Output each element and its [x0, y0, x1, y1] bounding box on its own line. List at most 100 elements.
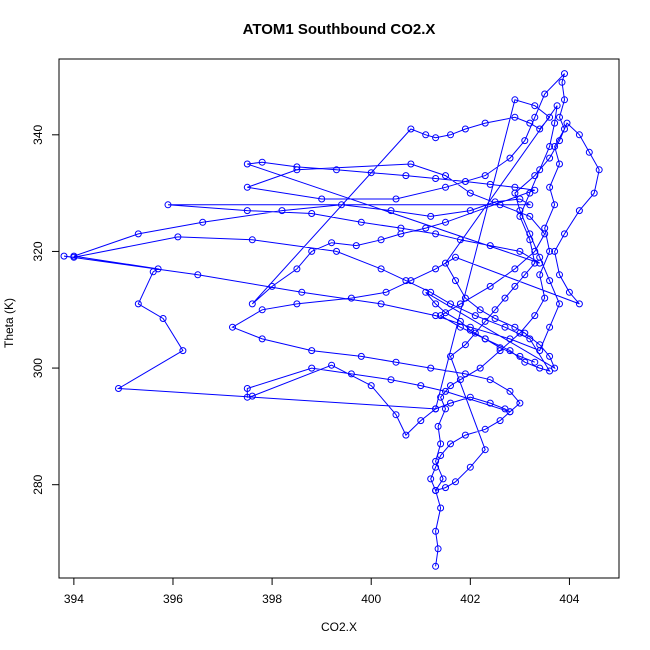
data-point: [452, 277, 459, 285]
data-point: [556, 300, 563, 308]
data-point: [367, 169, 375, 177]
data-point: [258, 158, 266, 166]
data-point: [442, 172, 449, 180]
data-point: [432, 487, 440, 494]
x-tick-label: 400: [361, 592, 381, 606]
data-point: [496, 344, 504, 352]
data-point: [333, 247, 340, 255]
data-point: [407, 160, 415, 168]
data-point: [556, 137, 563, 145]
data-point: [558, 78, 566, 86]
data-point: [461, 178, 469, 185]
data-point: [437, 504, 445, 512]
data-point: [434, 545, 442, 553]
data-point: [248, 300, 256, 308]
data-point: [531, 259, 539, 267]
data-point: [516, 195, 524, 203]
data-point: [531, 247, 539, 255]
data-point: [536, 341, 544, 349]
data-point: [432, 312, 440, 320]
data-point: [486, 180, 494, 188]
data-point: [466, 189, 474, 197]
data-point: [422, 224, 430, 232]
data-point: [481, 172, 489, 180]
data-point: [536, 364, 544, 372]
data-point: [526, 119, 534, 127]
data-point: [432, 265, 440, 273]
data-point: [442, 387, 449, 395]
data-point: [526, 212, 534, 220]
data-point: [278, 207, 286, 215]
data-point: [442, 218, 449, 226]
data-point: [556, 271, 563, 279]
data-point: [516, 399, 524, 407]
data-point: [243, 393, 251, 401]
data-point: [496, 201, 504, 209]
data-point: [521, 137, 529, 145]
data-point: [561, 125, 568, 133]
data-point: [427, 288, 435, 296]
data-point: [318, 195, 326, 203]
data-point: [481, 317, 489, 325]
data-point: [293, 166, 301, 174]
data-point: [551, 201, 559, 209]
data-point: [461, 125, 469, 133]
data-point: [422, 131, 430, 139]
series-line: [63, 73, 600, 567]
data-point: [352, 242, 360, 250]
x-tick-label: 398: [262, 592, 282, 606]
y-tick-label: 300: [31, 358, 45, 378]
data-point: [377, 265, 385, 273]
data-point: [556, 160, 563, 168]
data-point: [387, 207, 395, 215]
data-point: [461, 370, 469, 378]
data-point: [243, 183, 251, 191]
data-point: [506, 387, 514, 395]
data-point: [491, 306, 499, 314]
data-point: [70, 252, 78, 260]
data-point: [243, 207, 251, 215]
data-point: [432, 230, 440, 238]
data-point: [506, 347, 514, 355]
data-point: [432, 463, 440, 471]
data-point: [134, 230, 142, 238]
data-point: [486, 399, 494, 407]
data-point: [115, 385, 122, 392]
data-point: [432, 527, 440, 535]
data-point: [402, 431, 410, 439]
data-point: [357, 218, 365, 226]
data-point: [417, 382, 425, 390]
data-point: [516, 352, 524, 360]
data-point: [456, 300, 464, 308]
data-point: [258, 306, 266, 314]
data-point: [357, 352, 365, 360]
data-point: [531, 172, 539, 180]
y-axis-label: Theta (K): [2, 298, 16, 348]
data-point: [541, 294, 549, 302]
data-point: [501, 405, 509, 413]
data-point: [417, 417, 425, 425]
data-point: [511, 265, 519, 273]
data-point: [476, 364, 484, 372]
data-point: [511, 183, 519, 191]
data-point: [243, 385, 251, 392]
data-point: [521, 358, 529, 366]
data-point: [546, 367, 554, 375]
data-point: [432, 405, 440, 413]
y-tick-label: 320: [31, 241, 45, 261]
data-point: [367, 382, 375, 390]
data-point: [439, 475, 447, 483]
data-point: [60, 252, 68, 260]
data-point: [456, 236, 464, 244]
data-point: [481, 335, 489, 343]
data-point: [546, 352, 554, 360]
data-point: [347, 370, 355, 378]
data-point: [541, 230, 549, 238]
data-point: [471, 329, 479, 337]
data-point: [481, 425, 489, 433]
data-point: [531, 113, 539, 121]
data-point: [452, 478, 459, 486]
data-point: [556, 113, 563, 121]
data-point: [447, 399, 454, 407]
data-point: [392, 195, 400, 203]
